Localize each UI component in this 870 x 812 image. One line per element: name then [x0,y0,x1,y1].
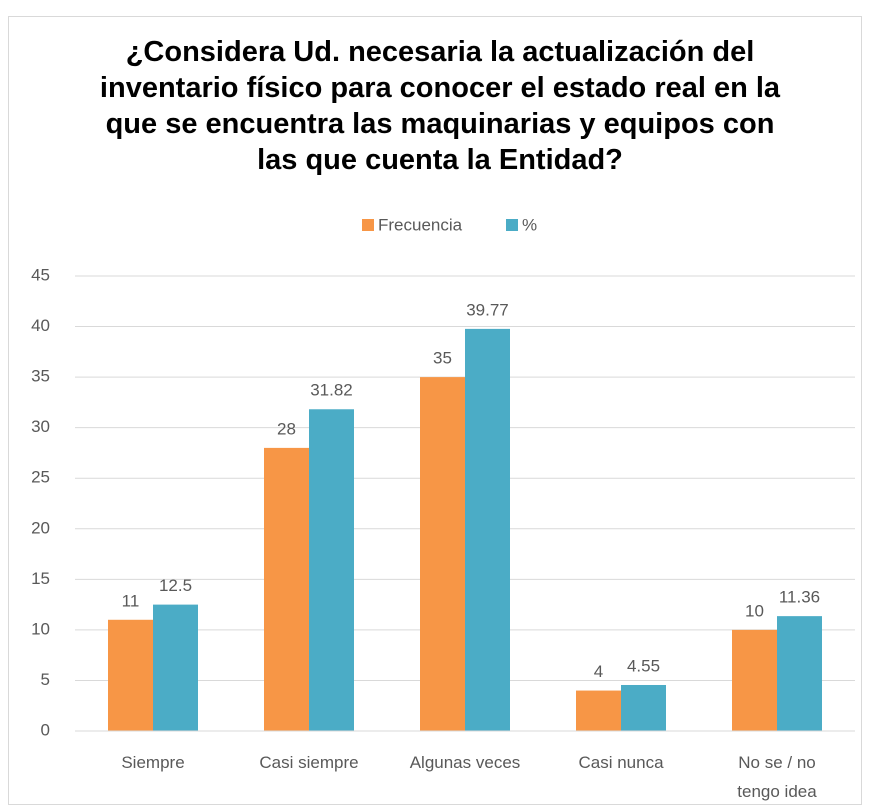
chart-title: ¿Considera Ud. necesaria la actualizació… [99,36,781,176]
y-tick-label: 5 [41,670,50,689]
bar [777,616,822,731]
bar [732,629,777,731]
y-tick-label: 25 [31,468,50,487]
y-tick-label: 35 [31,367,50,386]
y-tick-label: 15 [31,569,50,588]
bar [153,604,198,731]
y-tick-label: 30 [31,417,50,436]
bar [621,684,666,731]
y-tick-label: 10 [31,619,50,638]
legend-swatch [506,219,518,231]
bar [108,619,153,731]
bar [576,690,621,731]
x-tick-label: Siempre [121,753,185,772]
data-label: 39.77 [466,300,509,319]
x-tick-label: No se / no tengo idea [737,753,817,801]
bar [420,377,465,731]
data-label: 12.5 [159,576,192,595]
y-tick-label: 45 [31,265,50,284]
bar [465,328,510,731]
legend-label: Frecuencia [378,215,463,234]
chart-frame [8,16,862,805]
y-tick-label: 40 [31,316,50,335]
data-label: 11 [122,591,140,610]
data-label: 11.36 [779,588,820,607]
x-tick-label: Casi nunca [578,753,664,772]
legend-label: % [522,215,537,234]
y-tick-label: 20 [31,518,50,537]
data-label: 4.55 [627,656,660,675]
data-label: 10 [745,601,764,620]
data-label: 4 [594,662,603,681]
data-label: 35 [433,349,452,368]
bar [309,409,354,731]
data-label: 28 [277,419,296,438]
data-label: 31.82 [310,381,353,400]
bar [264,447,309,731]
legend-swatch [362,219,374,231]
x-tick-label: Algunas veces [409,753,521,772]
x-tick-label: Casi siempre [259,753,359,772]
y-tick-label: 0 [41,720,50,739]
